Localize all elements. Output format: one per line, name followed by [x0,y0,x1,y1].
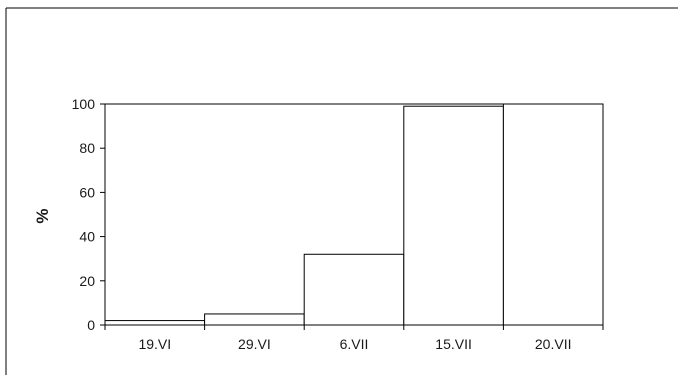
y-tick-label-60: 60 [79,184,95,200]
y-tick-label-80: 80 [79,140,95,156]
x-tick-label-15.VII: 15.VII [435,336,472,352]
x-tick-label-6.VII: 6.VII [340,336,369,352]
bar-20.VII [502,103,604,326]
x-tick-label-29.VI: 29.VI [238,336,271,352]
y-axis-label: % [33,208,52,223]
bar-29.VI [204,313,305,326]
y-tick-label-20: 20 [79,273,95,289]
bar-15.VII [403,105,504,326]
y-tick-label-100: 100 [72,96,96,112]
y-tick-label-40: 40 [79,229,95,245]
bar-6.VII [303,253,405,326]
y-tick-label-0: 0 [87,317,95,333]
bar-19.VI [104,320,206,326]
plot-area: 0 20 40 60 80 100 19.VI 29.VI 6.VII 15.VII 20.VII [72,96,604,352]
x-tick-label-20.VII: 20.VII [535,336,572,352]
x-tick-label-19.VI: 19.VI [138,336,171,352]
